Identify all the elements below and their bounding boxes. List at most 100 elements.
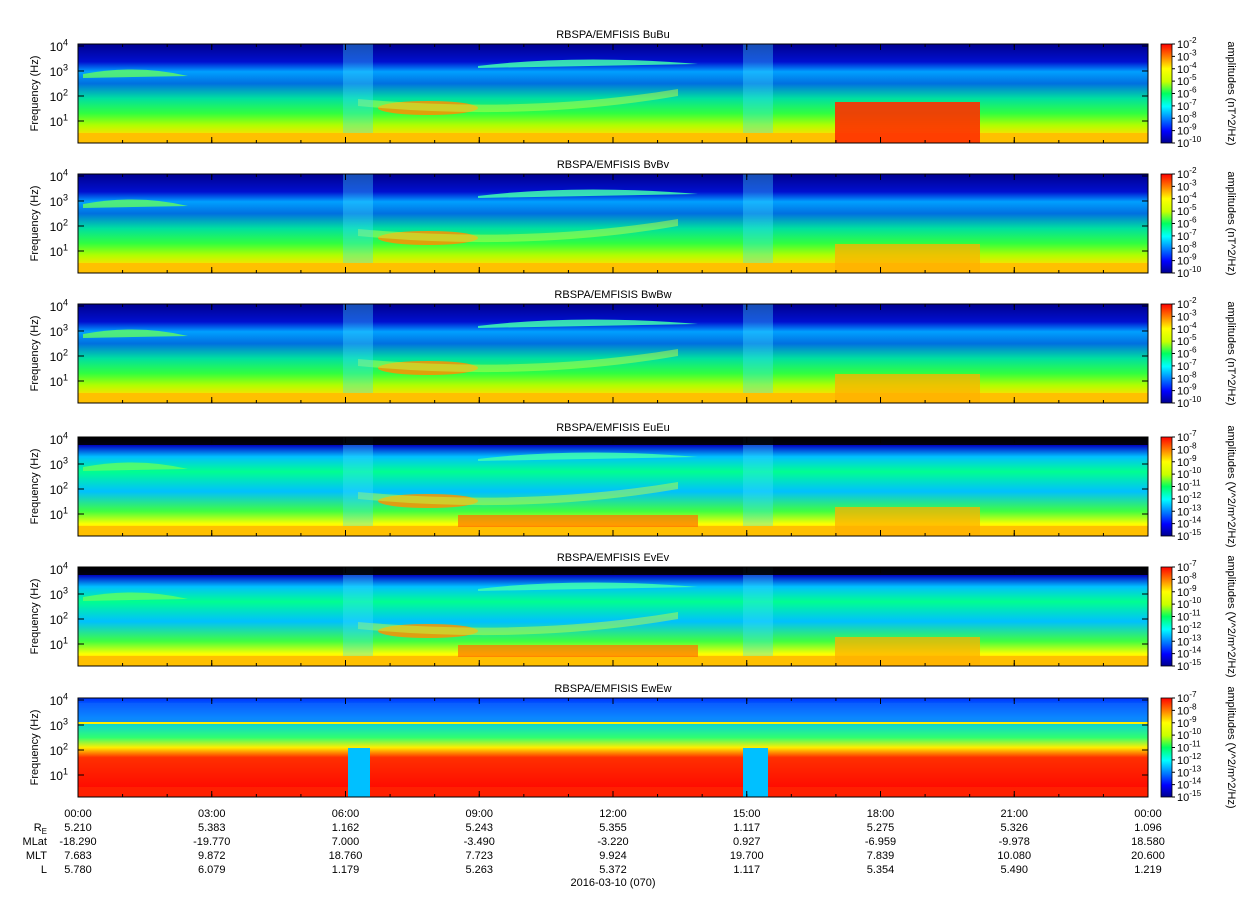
upper-band-emission (478, 59, 698, 68)
emission-block (835, 507, 980, 536)
panel-title: RBSPA/EMFISIS BwBw (554, 289, 671, 301)
ephemeris-row-label: MLT (26, 850, 47, 862)
emission-block (835, 244, 980, 273)
x-tick-label: 21:00 (1000, 808, 1028, 820)
panel-title: RBSPA/EMFISIS BvBv (557, 159, 670, 171)
y-tick-label: 102 (50, 742, 68, 758)
y-tick-label: 101 (50, 113, 68, 129)
upper-band-emission (478, 189, 698, 198)
hiss-band (358, 349, 678, 373)
y-axis-label: Frequency (Hz) (29, 710, 41, 786)
y-tick-label: 102 (50, 88, 68, 104)
spectrogram-panel: 101 102 103 104 Frequency (Hz) RBSPA/EMFISIS … (29, 159, 1237, 280)
perigee-noise (343, 437, 373, 526)
colorbar (1160, 566, 1173, 667)
ephemeris-value: 18.760 (329, 850, 363, 862)
colorbar (1160, 43, 1173, 144)
ephemeris-value: 5.210 (64, 822, 92, 834)
perigee-gap (348, 748, 370, 797)
y-tick-label: 103 (50, 323, 68, 339)
chorus-emission (83, 329, 188, 338)
ephemeris-value: 1.219 (1134, 864, 1162, 876)
ephemeris-value: 10.080 (997, 850, 1031, 862)
ephemeris-value: 1.117 (733, 822, 760, 834)
y-tick-label: 101 (50, 243, 68, 259)
ephemeris-value: 7.683 (64, 850, 92, 862)
hiss-band (358, 482, 678, 506)
x-tick-label: 12:00 (599, 808, 627, 820)
y-tick-label: 104 (50, 561, 68, 577)
y-tick-label: 103 (50, 586, 68, 602)
upper-band (78, 703, 1148, 723)
ephemeris-value: 5.355 (599, 822, 627, 834)
x-tick-label: 03:00 (198, 808, 226, 820)
colorbar (1160, 173, 1173, 274)
ephemeris-value: 6.079 (198, 864, 226, 876)
ephemeris-value: 20.600 (1131, 850, 1165, 862)
colorbar-label: amplitudes (V^2/m^2/Hz) (1225, 686, 1237, 808)
colorbar (1160, 303, 1173, 404)
hiss-band (358, 612, 678, 636)
perigee-noise (743, 567, 773, 656)
spectrogram-panel: 101 102 103 104 Frequency (Hz) RBSPA/EMFISIS … (29, 289, 1237, 410)
upper-band-emission (478, 452, 698, 461)
ephemeris-value: -19.770 (193, 836, 230, 848)
emission-block (835, 374, 980, 403)
chorus-emission (83, 592, 188, 601)
ephemeris-value: 5.383 (198, 822, 226, 834)
colorbar-label: amplitudes (nT^2/Hz) (1225, 41, 1237, 145)
ephemeris-value: 5.275 (867, 822, 895, 834)
spectrogram-image (78, 174, 1148, 273)
perigee-noise (743, 437, 773, 526)
intense-emission-block (835, 102, 980, 143)
panel-title: RBSPA/EMFISIS EwEw (554, 683, 671, 695)
ephemeris-row-label: L (41, 864, 47, 876)
spectrogram-panel: 101 102 103 104 Frequency (Hz) RBSPA/EMFISIS … (29, 552, 1237, 678)
ephemeris-value: -9.978 (999, 836, 1030, 848)
emission-block (458, 515, 698, 527)
ephemeris-value: 1.179 (332, 864, 360, 876)
ephemeris-row-label: MLat (23, 836, 47, 848)
y-tick-label: 102 (50, 348, 68, 364)
y-tick-label: 101 (50, 373, 68, 389)
ephemeris-value: 5.243 (465, 822, 493, 834)
ephemeris-value: -18.290 (59, 836, 96, 848)
ephemeris-value: 1.117 (733, 864, 760, 876)
perigee-noise (343, 567, 373, 656)
chorus-emission (83, 69, 188, 78)
colorbar-tick-label: 10-10 (1177, 395, 1202, 410)
y-tick-label: 102 (50, 218, 68, 234)
spectrogram-image (78, 304, 1148, 403)
perigee-noise (343, 304, 373, 393)
upper-band-emission (478, 319, 698, 328)
colorbar-label: amplitudes (nT^2/Hz) (1225, 301, 1237, 405)
emission-block (458, 645, 698, 657)
ephemeris-value: 7.000 (332, 836, 360, 848)
perigee-noise (743, 174, 773, 263)
x-tick-label: 18:00 (867, 808, 895, 820)
spectrogram-image (78, 44, 1148, 143)
ephemeris-value: 5.372 (599, 864, 627, 876)
colorbar (1160, 436, 1173, 537)
colorbar-tick-label: 10-15 (1177, 789, 1202, 804)
ephemeris-value: 9.872 (198, 850, 226, 862)
spectrogram-panel: 101 102 103 104 Frequency (Hz) RBSPA/EMFISIS … (29, 683, 1237, 809)
y-tick-label: 102 (50, 611, 68, 627)
x-tick-label: 15:00 (733, 808, 761, 820)
perigee-gap (743, 748, 768, 797)
colorbar-label: amplitudes (nT^2/Hz) (1225, 171, 1237, 275)
line-emission (78, 722, 1148, 724)
ephemeris-value: 1.162 (332, 822, 360, 834)
y-tick-label: 101 (50, 767, 68, 783)
y-axis-label: Frequency (Hz) (29, 579, 41, 655)
y-axis-label: Frequency (Hz) (29, 449, 41, 525)
panel-title: RBSPA/EMFISIS EvEv (557, 552, 670, 564)
y-tick-label: 103 (50, 193, 68, 209)
perigee-noise (343, 174, 373, 263)
y-tick-label: 103 (50, 717, 68, 733)
ephemeris-value: 5.780 (64, 864, 92, 876)
hiss-band (358, 219, 678, 243)
colorbar-label: amplitudes (V^2/m^2/Hz) (1225, 555, 1237, 677)
ephemeris-value: 5.490 (1000, 864, 1028, 876)
ephemeris-value: -3.220 (597, 836, 628, 848)
